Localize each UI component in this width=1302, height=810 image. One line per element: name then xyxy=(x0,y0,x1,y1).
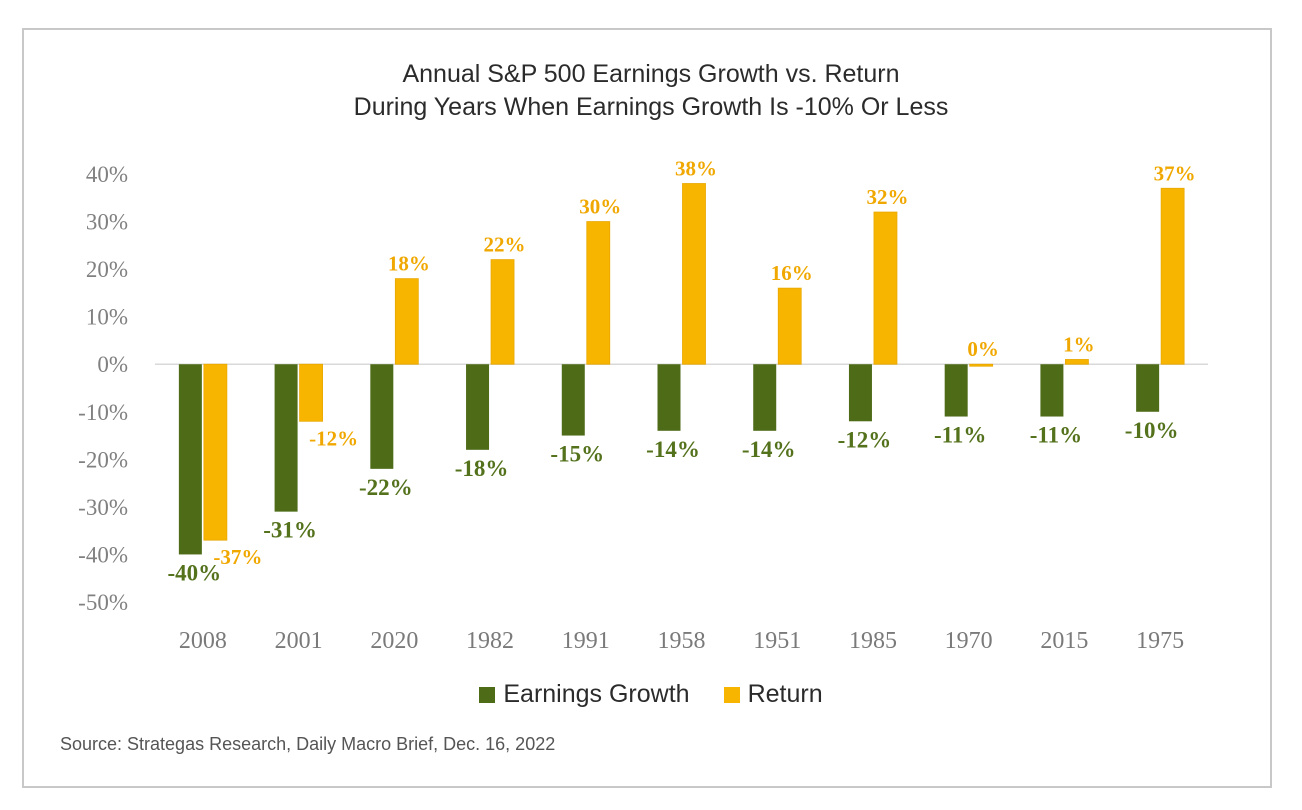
y-tick-label: -30% xyxy=(78,495,128,520)
bar-earnings-growth xyxy=(274,364,298,512)
chart-title: Annual S&P 500 Earnings Growth vs. Retur… xyxy=(0,58,1302,124)
y-tick-label: 10% xyxy=(86,305,128,330)
y-tick-label: -20% xyxy=(78,447,128,472)
bar-return xyxy=(969,363,994,367)
y-tick-label: 40% xyxy=(86,162,128,187)
data-label-return: 30% xyxy=(579,195,621,219)
bar-return xyxy=(873,211,898,365)
x-category-label: 1991 xyxy=(562,628,610,654)
bar-return xyxy=(586,221,611,365)
bar-return xyxy=(777,287,802,365)
bar-return xyxy=(299,363,323,422)
data-label-earnings: -10% xyxy=(1125,418,1179,443)
legend-label-return: Return xyxy=(747,680,823,708)
x-category-label: 2015 xyxy=(1040,628,1088,654)
x-category-label: 2001 xyxy=(275,628,323,654)
x-category-label: 1951 xyxy=(753,628,801,654)
bar-earnings-growth xyxy=(944,364,968,417)
bar-earnings-growth xyxy=(1136,364,1160,412)
data-label-return: 1% xyxy=(1063,332,1095,356)
data-label-return: 37% xyxy=(1154,161,1196,185)
data-label-earnings: -22% xyxy=(359,475,413,500)
x-category-label: 1975 xyxy=(1136,628,1184,654)
y-tick-label: 0% xyxy=(97,352,128,377)
bar-return xyxy=(203,363,228,541)
x-category-label: 1985 xyxy=(849,628,897,654)
data-label-earnings: -11% xyxy=(1030,423,1082,448)
bar-earnings-growth xyxy=(178,364,202,555)
y-tick-label: -40% xyxy=(78,542,128,567)
data-label-earnings: -11% xyxy=(934,423,986,448)
legend-swatch-earnings xyxy=(479,686,496,703)
x-category-label: 2020 xyxy=(370,628,418,654)
chart-frame xyxy=(22,28,1272,788)
x-category-label: 2008 xyxy=(179,628,227,654)
bars-layer xyxy=(178,183,1185,555)
data-labels-layer: -40%-37%-31% -12% -22% 18% -18% 22% -15% 30% -14… xyxy=(168,157,1196,586)
data-label-return: 0% xyxy=(967,337,999,361)
legend-item-return: Return xyxy=(723,680,823,709)
bar-earnings-growth xyxy=(753,364,777,431)
bar-return xyxy=(1065,359,1089,365)
data-label-earnings: -14% xyxy=(646,437,700,462)
data-label-return: 38% xyxy=(675,157,717,181)
bar-return xyxy=(394,278,419,365)
data-label-return: -12% xyxy=(309,426,358,450)
bar-earnings-growth xyxy=(370,364,394,469)
data-label-earnings: -15% xyxy=(550,442,604,467)
y-tick-label: 30% xyxy=(86,210,128,235)
data-label-return: 22% xyxy=(484,233,526,257)
y-tick-label: 20% xyxy=(86,257,128,282)
legend-label-earnings: Earnings Growth xyxy=(503,680,690,708)
data-label-earnings: -14% xyxy=(742,437,796,462)
x-category-label: 1982 xyxy=(466,628,514,654)
bar-return xyxy=(1160,187,1185,365)
bar-earnings-growth xyxy=(657,364,681,431)
legend-item-earnings: Earnings Growth xyxy=(479,680,690,709)
bar-return xyxy=(682,183,706,365)
chart-title-line-2: During Years When Earnings Growth Is -10… xyxy=(353,93,949,121)
source-note: Source: Strategas Research, Daily Macro … xyxy=(60,734,556,754)
chart-title-line-1: Annual S&P 500 Earnings Growth vs. Retur… xyxy=(402,60,900,88)
x-category-label: 1970 xyxy=(945,628,993,654)
data-label-earnings: -12% xyxy=(838,427,892,452)
data-label-earnings: -40% xyxy=(168,560,222,585)
legend: Earnings Growth Return xyxy=(0,680,1302,709)
x-axis-category-labels: 2008 2001 2020 1982 1991 1958 1951 1985 1970 2015… xyxy=(179,628,1184,654)
bar-earnings-growth xyxy=(1040,364,1064,417)
bar-earnings-growth xyxy=(848,364,872,422)
data-label-return: 18% xyxy=(388,252,430,276)
x-category-label: 1958 xyxy=(658,628,706,654)
data-label-earnings: -31% xyxy=(263,518,317,543)
data-label-return: 16% xyxy=(771,261,813,285)
data-label-return: 32% xyxy=(866,185,908,209)
y-tick-label: -10% xyxy=(78,400,128,425)
bar-return xyxy=(490,259,515,365)
bar-earnings-growth xyxy=(561,364,585,436)
y-tick-label: -50% xyxy=(78,590,128,615)
bar-earnings-growth xyxy=(466,364,490,450)
y-axis-tick-labels: 40% 30% 20% 10% 0% -10% -20% -30% -40% -50% xyxy=(78,162,128,615)
data-label-return: -37% xyxy=(213,545,262,569)
legend-swatch-return xyxy=(723,686,740,703)
data-label-earnings: -18% xyxy=(455,456,509,481)
